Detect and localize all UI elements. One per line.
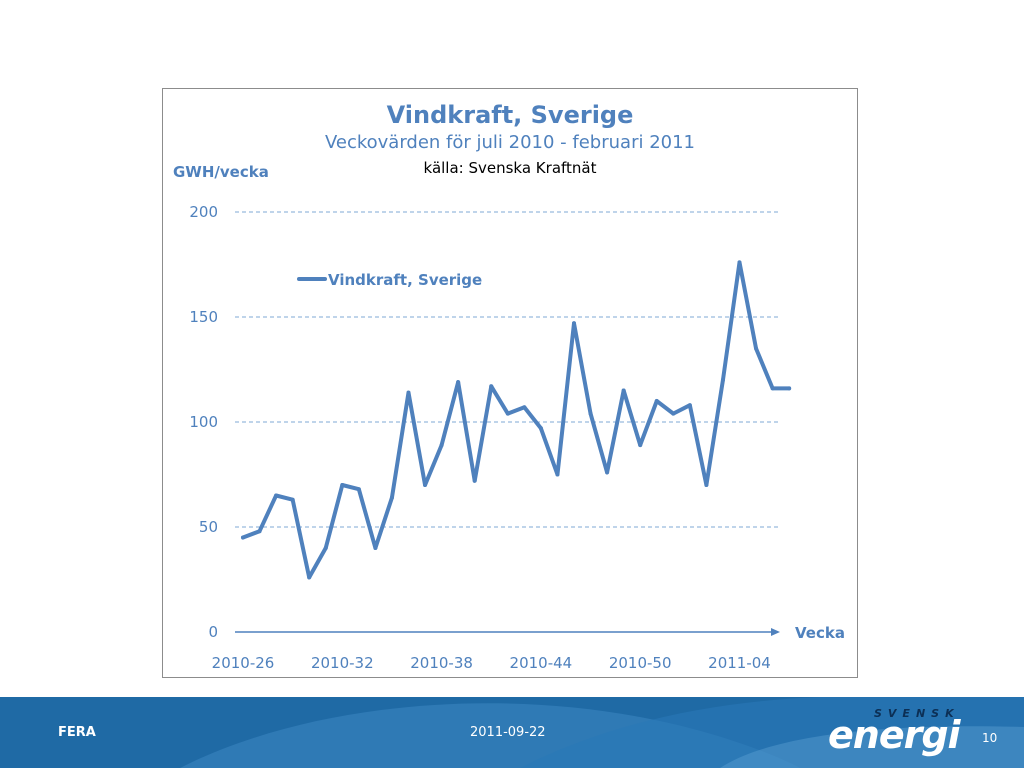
data-point-2010-39 — [456, 380, 461, 385]
footer-organization: FERA — [58, 725, 96, 740]
y-tick-label-0: 0 — [208, 623, 218, 641]
data-point-2011-04 — [737, 260, 742, 265]
x-tick-label-2010-44: 2010-44 — [510, 654, 573, 672]
data-point-2010-37 — [423, 483, 428, 487]
data-point-2010-48 — [605, 470, 610, 475]
data-point-2010-31 — [323, 546, 328, 550]
data-point-2010-34 — [373, 546, 378, 550]
data-point-2011-05 — [754, 346, 759, 351]
y-tick-label-150: 150 — [189, 308, 218, 326]
data-point-2010-46 — [572, 321, 576, 326]
y-tick-label-100: 100 — [189, 413, 218, 431]
data-point-2010-30 — [307, 575, 312, 580]
x-tick-label-2011-04: 2011-04 — [708, 654, 771, 672]
data-point-2010-29 — [290, 497, 295, 502]
x-tick-label-2010-38: 2010-38 — [410, 654, 473, 672]
data-point-2010-42 — [505, 411, 510, 416]
data-point-2010-27 — [257, 529, 262, 534]
data-point-2010-41 — [489, 384, 494, 389]
data-point-2010-47 — [588, 411, 593, 416]
data-point-2010-33 — [356, 487, 361, 492]
x-axis-arrow — [771, 628, 780, 636]
data-point-2010-28 — [274, 493, 279, 498]
data-point-2010-40 — [472, 478, 477, 483]
line-chart: 0 50 100 150 200 2010-26 2010-32 2010-38 2010-44… — [189, 203, 792, 672]
footer-date: 2011-09-22 — [470, 725, 546, 740]
y-tick-label-50: 50 — [199, 518, 218, 536]
data-point-2011-01 — [687, 403, 692, 408]
data-point-2010-44 — [538, 426, 543, 431]
data-point-2011-06 — [770, 386, 775, 391]
logo-small-text: SVENSK — [874, 707, 960, 720]
data-point-2010-50 — [638, 443, 643, 448]
legend-label: Vindkraft, Sverige — [328, 271, 482, 289]
data-point-2011-03 — [720, 378, 725, 382]
data-point-2010-49 — [621, 388, 626, 393]
chart-source: källa: Svenska Kraftnät — [423, 159, 597, 177]
data-point-2010-36 — [406, 390, 411, 395]
data-point-2010-43 — [522, 405, 527, 410]
x-axis-label: Vecka — [795, 624, 845, 642]
chart-frame: Vindkraft, Sverige Veckovärden för juli … — [162, 88, 858, 678]
data-point-2010-45 — [555, 472, 560, 477]
data-point-2010-38 — [439, 443, 444, 448]
y-tick-label-200: 200 — [189, 203, 218, 221]
data-point-2011-07 — [787, 386, 792, 391]
footer: FERA 2011-09-22 SVENSK energi 10 — [0, 697, 1024, 768]
footer-swirl-decoration — [180, 697, 1024, 768]
x-tick-label-2010-26: 2010-26 — [212, 654, 275, 672]
svensk-energi-logo: SVENSK energi — [828, 707, 978, 759]
logo-big-text: energi — [828, 713, 961, 757]
series-line-0 — [241, 260, 792, 580]
y-axis-label: GWH/vecka — [173, 163, 269, 181]
data-point-2010-52 — [671, 411, 676, 416]
data-point-2010-26 — [241, 535, 245, 540]
x-tick-label-2010-50: 2010-50 — [609, 654, 672, 672]
data-point-2010-35 — [389, 495, 394, 500]
page-number: 10 — [982, 731, 998, 745]
data-point-2011-02 — [704, 483, 709, 487]
data-point-2010-32 — [340, 483, 345, 487]
data-point-2010-51 — [654, 399, 659, 403]
x-tick-label-2010-32: 2010-32 — [311, 654, 374, 672]
chart-subtitle: Veckovärden för juli 2010 - februari 201… — [324, 132, 696, 153]
chart-title: Vindkraft, Sverige — [386, 101, 634, 129]
